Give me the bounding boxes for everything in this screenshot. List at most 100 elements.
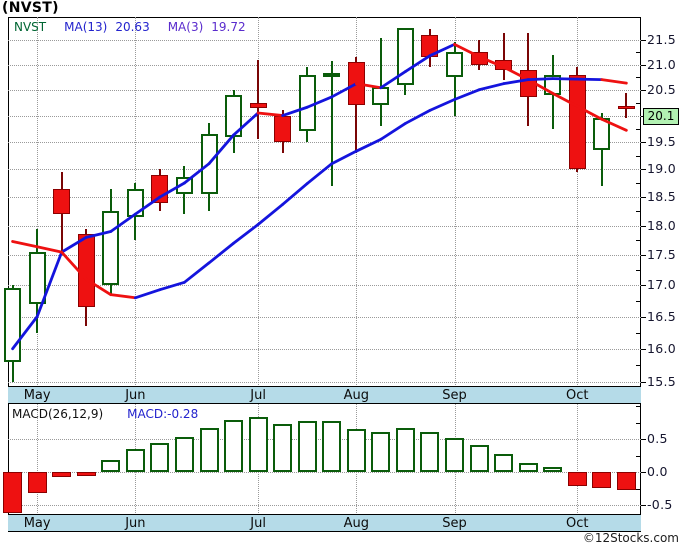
candle-wick-w20 [502,32,505,80]
price-major-tick [641,225,646,227]
price-gridline [8,64,641,66]
price-minor-tick [636,332,640,334]
macd-axis-label: -0.5 [647,497,673,512]
candle-body-w7 [175,177,193,195]
month-gridline-macd [37,404,39,513]
candle-body-w2 [53,188,71,215]
price-gridline [8,381,641,383]
macd-minor-tick [636,488,640,490]
price-major-tick [641,89,646,91]
price-axis-label: 19.0 [647,161,677,177]
macd-legend-label: MACD(26,12,9) [12,407,104,421]
candle-wick-w13 [330,61,333,186]
macd-bar-14 [346,429,366,472]
price-minor-tick [636,128,640,130]
watermark: ©12Stocks.com [582,531,679,545]
macd-bar-10 [248,416,268,472]
price-axis-label: 17.0 [647,277,677,293]
price-axis-label: 21.0 [647,56,677,72]
price-gridline [8,40,641,41]
price-gridline [8,115,641,117]
macd-gridline [8,505,641,506]
price-gridline [8,285,641,287]
month-gridline-main [258,17,260,385]
month-label-may: May [23,388,51,403]
price-minor-tick [636,211,640,213]
candle-body-w5 [126,188,144,217]
price-gridline [8,169,641,171]
legend-ma13-value: 20.63 [115,20,150,34]
main-chart-legend: NVST MA(13) 20.63 MA(3) 19.72 [14,20,264,34]
price-major-tick [641,142,646,144]
price-gridline [8,197,641,199]
candle-body-w13 [323,72,341,77]
macd-bar-9 [224,419,244,472]
price-major-tick [641,285,646,287]
macd-axis-label: 0.5 [647,431,668,446]
candle-body-w18 [446,52,463,78]
macd-bar-23 [567,472,587,486]
month-gridline-main [454,17,456,385]
last-price-marker: 20.1 [643,108,679,125]
candle-body-w10 [249,102,267,108]
candle-body-w8 [200,134,218,195]
macd-bar-22 [543,466,563,472]
price-minor-tick [636,77,640,79]
month-gridline-main [356,17,358,385]
candle-body-w12 [298,74,316,132]
macd-bar-12 [297,420,317,472]
price-gridline [8,255,641,257]
price-axis-label: 21.5 [647,32,677,47]
price-gridline [8,142,641,144]
macd-minor-tick [636,455,640,457]
candle-body-w22 [544,74,562,95]
price-axis-label: 17.5 [647,247,677,263]
price-axis-label: 18.0 [647,217,677,233]
month-label-sep: Sep [442,516,467,531]
month-gridline-main [37,17,39,385]
price-major-tick [641,381,646,383]
candle-body-w19 [470,52,488,65]
macd-bar-18 [445,438,464,472]
candle-wick-w15 [379,37,382,127]
price-axis-label: 16.0 [647,340,677,356]
price-axis-label: 16.5 [647,308,677,324]
candle-body-w11 [274,115,292,143]
macd-bar-15 [371,431,391,472]
month-label-jul: Jul [250,388,266,403]
macd-bar-7 [174,437,194,472]
candle-wick-w25 [625,92,628,118]
macd-axis-label: 0.0 [647,464,668,479]
candle-body-w3 [77,234,95,308]
price-minor-tick [636,183,640,185]
macd-bar-19 [469,444,489,472]
price-gridline [8,89,641,91]
price-minor-tick [636,240,640,242]
macd-major-tick [641,505,646,506]
candle-body-w6 [151,174,169,203]
macd-minor-tick [636,422,640,424]
price-minor-tick [636,102,640,104]
price-axis-label: 15.5 [647,373,677,389]
price-minor-tick [636,155,640,157]
price-gridline [8,348,641,350]
macd-bar-3 [76,472,96,476]
price-major-tick [641,64,646,66]
legend-ma3-value: 19.72 [211,20,246,34]
candle-body-w21 [519,69,537,98]
price-major-tick [641,316,646,318]
macd-bar-13 [322,420,342,472]
macd-bar-25 [616,472,636,491]
price-axis-label: 19.5 [647,134,677,150]
month-label-jun: Jun [125,516,146,531]
candle-body-w1 [28,252,46,304]
macd-bar-6 [150,442,170,472]
macd-gridline [8,472,641,473]
candle-body-w24 [593,118,611,151]
candle-wick-w10 [257,59,260,140]
candle-body-w25 [617,106,635,110]
price-major-tick [641,255,646,257]
candle-body-w16 [396,28,414,85]
month-label-jul: Jul [250,516,266,531]
